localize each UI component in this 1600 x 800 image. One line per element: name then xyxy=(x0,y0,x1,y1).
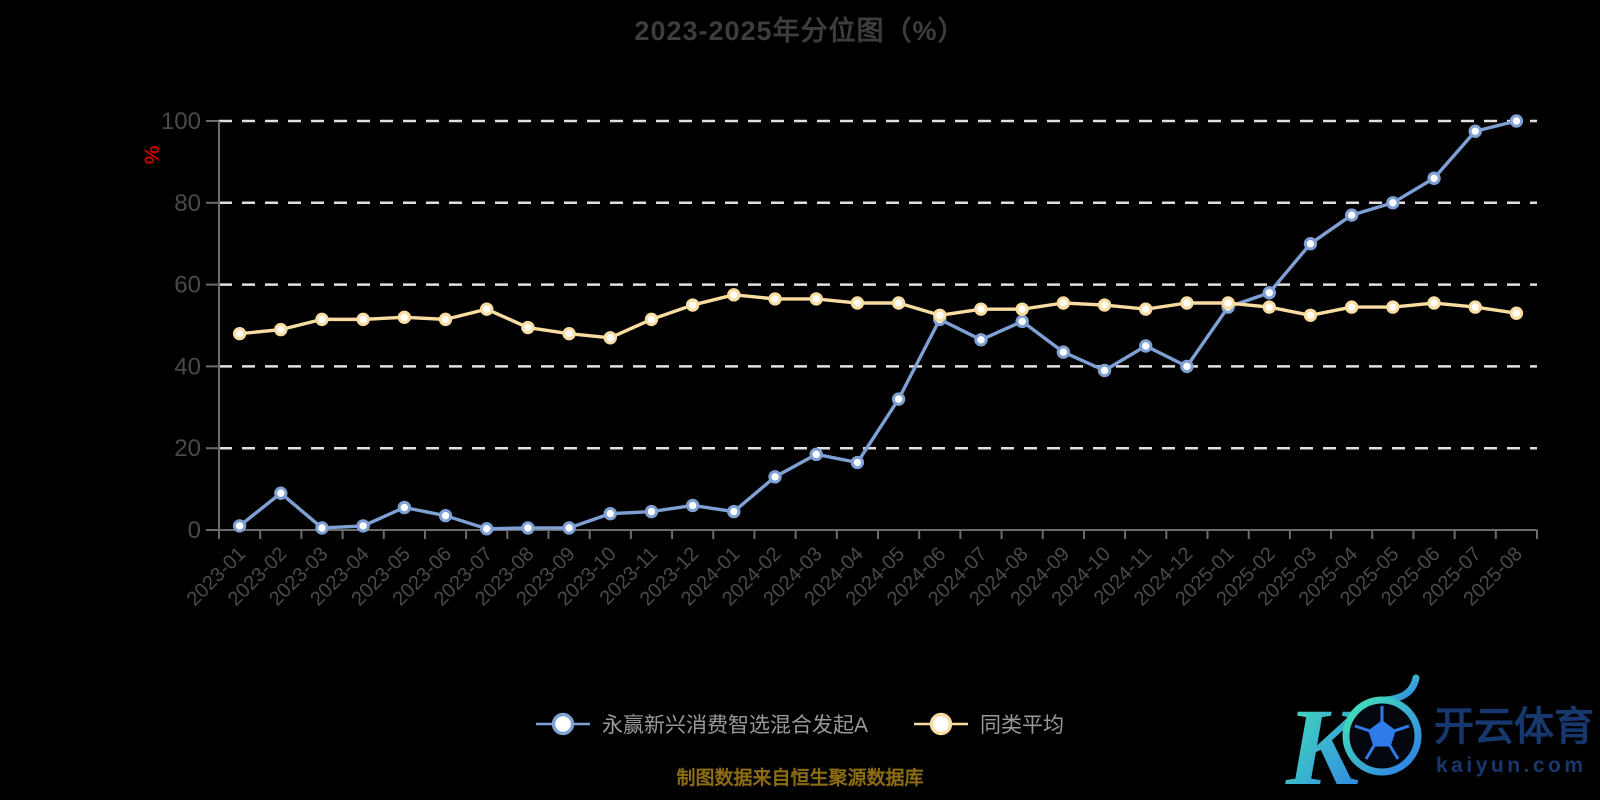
fund-point-2024-09[interactable] xyxy=(1056,345,1071,359)
logo-domain-text: kaiyun.com xyxy=(1436,754,1587,777)
peer-avg-point-2023-02[interactable] xyxy=(274,322,288,337)
fund-point-2025-04[interactable] xyxy=(1344,208,1359,222)
peer-avg-point-2024-03[interactable] xyxy=(809,292,823,306)
legend-marker-icon xyxy=(914,712,968,736)
peer-avg-point-2024-06[interactable] xyxy=(933,308,947,322)
peer-avg-point-2024-11[interactable] xyxy=(1139,302,1153,316)
fund-point-2024-04[interactable] xyxy=(850,455,865,470)
fund-point-2023-04[interactable] xyxy=(356,519,370,533)
fund-point-2024-02[interactable] xyxy=(768,470,782,484)
fund-point-2025-06[interactable] xyxy=(1427,171,1441,185)
peer-avg-point-2024-09[interactable] xyxy=(1056,296,1071,310)
y-axis-label-80: 80 xyxy=(174,190,201,217)
fund-point-2025-03[interactable] xyxy=(1303,237,1318,251)
source-note: 制图数据来自恒生聚源数据库 xyxy=(676,768,924,789)
kaiyun-logo: K 开云体育 kaiyun.com xyxy=(1282,666,1600,800)
y-axis-label-40: 40 xyxy=(174,353,201,380)
peer-avg-point-2023-03[interactable] xyxy=(315,312,329,327)
peer-avg-point-2025-01[interactable] xyxy=(1221,296,1235,310)
fund-point-2023-08[interactable] xyxy=(521,521,535,535)
y-axis-label-0: 0 xyxy=(188,517,201,544)
fund-point-2023-02[interactable] xyxy=(274,486,288,500)
fund-point-2023-07[interactable] xyxy=(480,522,494,536)
peer-avg-point-2024-02[interactable] xyxy=(768,292,782,306)
peer-avg-point-2024-04[interactable] xyxy=(850,296,865,310)
peer-avg-point-2024-05[interactable] xyxy=(891,296,906,310)
peer-avg-point-2025-05[interactable] xyxy=(1386,300,1400,314)
fund-point-2024-08[interactable] xyxy=(1015,314,1029,329)
logo-brand-text: 开云体育 xyxy=(1434,705,1594,749)
legend-item-fund[interactable]: 永赢新兴消费智选混合发起A xyxy=(535,709,868,739)
peer-avg-point-2023-10[interactable] xyxy=(603,331,617,345)
peer-avg-point-2023-11[interactable] xyxy=(644,312,659,327)
y-axis-label-100: 100 xyxy=(161,108,201,135)
fund-point-2023-03[interactable] xyxy=(315,521,329,535)
peer-avg-point-2023-05[interactable] xyxy=(397,310,412,325)
chart-title: 2023-2025年分位图（%） xyxy=(634,16,966,46)
series-line-fund xyxy=(237,119,1519,531)
peer-avg-point-2023-07[interactable] xyxy=(480,302,494,316)
fund-point-2023-12[interactable] xyxy=(685,498,700,513)
fund-point-2024-07[interactable] xyxy=(974,333,988,347)
peer-avg-point-2024-10[interactable] xyxy=(1097,298,1112,312)
y-axis-label-60: 60 xyxy=(174,272,201,299)
fund-point-2023-10[interactable] xyxy=(603,506,617,521)
legend-label: 永赢新兴消费智选混合发起A xyxy=(601,714,868,737)
peer-avg-point-2023-12[interactable] xyxy=(685,298,700,312)
peer-avg-point-2024-01[interactable] xyxy=(727,288,741,302)
kaiyun-logo-graphic: K 开云体育 kaiyun.com xyxy=(1285,674,1594,800)
peer-avg-point-2023-01[interactable] xyxy=(232,326,247,341)
fund-point-2024-10[interactable] xyxy=(1097,363,1112,378)
peer-avg-point-2025-07[interactable] xyxy=(1468,300,1482,314)
peer-avg-point-2025-06[interactable] xyxy=(1427,296,1441,310)
fund-point-2025-02[interactable] xyxy=(1262,286,1276,300)
fund-point-2025-05[interactable] xyxy=(1386,196,1400,210)
fund-point-2024-03[interactable] xyxy=(809,447,823,462)
fund-point-2025-08[interactable] xyxy=(1509,114,1524,128)
peer-avg-point-2025-08[interactable] xyxy=(1509,306,1524,320)
legend-marker-icon xyxy=(535,712,590,736)
fund-point-2024-12[interactable] xyxy=(1180,359,1194,374)
peer-avg-point-2023-06[interactable] xyxy=(438,312,453,327)
peer-avg-point-2025-02[interactable] xyxy=(1262,300,1276,314)
legend-label: 同类平均 xyxy=(980,714,1064,737)
peer-avg-point-2024-08[interactable] xyxy=(1015,302,1029,316)
soccer-ball-icon xyxy=(1354,706,1410,760)
peer-avg-point-2025-03[interactable] xyxy=(1303,308,1318,322)
peer-avg-point-2023-09[interactable] xyxy=(562,326,576,341)
fund-point-2024-01[interactable] xyxy=(727,504,741,519)
legend: 永赢新兴消费智选混合发起A 同类平均 xyxy=(0,709,1600,739)
fund-point-2023-01[interactable] xyxy=(232,519,247,533)
peer-avg-point-2023-04[interactable] xyxy=(356,312,370,327)
peer-avg-point-2024-07[interactable] xyxy=(974,302,988,316)
fund-point-2025-07[interactable] xyxy=(1468,124,1482,138)
legend-item-peer-avg[interactable]: 同类平均 xyxy=(914,709,1064,739)
swirl-decoration xyxy=(1382,674,1420,704)
peer-avg-point-2024-12[interactable] xyxy=(1180,296,1194,310)
fund-point-2023-06[interactable] xyxy=(438,508,453,523)
peer-avg-point-2025-04[interactable] xyxy=(1344,300,1359,314)
y-axis-label-20: 20 xyxy=(174,435,201,462)
peer-avg-point-2023-08[interactable] xyxy=(521,320,535,335)
fund-point-2023-09[interactable] xyxy=(562,521,576,535)
fund-point-2024-05[interactable] xyxy=(891,392,906,406)
fund-point-2023-05[interactable] xyxy=(397,500,412,515)
fund-point-2023-11[interactable] xyxy=(644,504,659,519)
series-line-peer-avg xyxy=(237,293,1519,340)
fund-point-2024-11[interactable] xyxy=(1139,339,1153,353)
